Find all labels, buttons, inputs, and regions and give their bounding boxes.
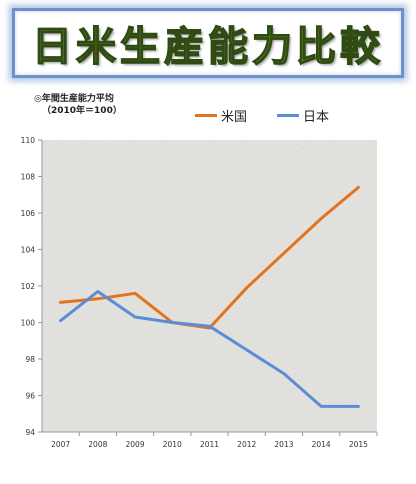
y-tick-label: 98: [25, 355, 35, 364]
x-tick-label: 2014: [312, 440, 331, 449]
data-point: [282, 372, 286, 375]
x-tick-label: 2011: [200, 440, 219, 449]
x-tick-label: 2009: [126, 440, 145, 449]
legend-label-us: 米国: [221, 110, 248, 125]
x-tick-label: 2015: [349, 440, 368, 449]
chart-subtitle: ◎年間生産能力平均 （2010年＝100）: [34, 93, 122, 117]
legend-item-us: 米国: [195, 106, 247, 125]
title-banner: 日米生産能力比較: [12, 8, 404, 78]
y-tick-label: 104: [21, 246, 36, 255]
legend-swatch-us: [195, 114, 217, 117]
x-tick-label: 2013: [274, 440, 293, 449]
y-tick-label: 110: [21, 136, 36, 145]
data-point: [171, 321, 174, 324]
legend-label-japan: 日本: [303, 110, 330, 125]
subtitle-line-1: ◎年間生産能力平均: [34, 94, 114, 104]
y-tick-label: 96: [25, 392, 35, 401]
data-point: [245, 286, 248, 290]
data-point: [319, 217, 323, 220]
x-tick-label: 2008: [88, 440, 107, 449]
data-point: [357, 405, 360, 408]
x-tick-label: 2012: [237, 440, 256, 449]
data-point: [133, 292, 137, 295]
data-point: [282, 251, 286, 255]
x-tick-label: 2007: [51, 440, 70, 449]
data-point: [319, 405, 323, 408]
y-tick-label: 102: [21, 282, 36, 291]
data-point: [133, 315, 137, 319]
chart-title: 日米生産能力比較: [31, 23, 384, 71]
legend-item-japan: 日本: [277, 106, 329, 125]
y-tick-label: 94: [25, 428, 35, 437]
data-point: [208, 324, 211, 328]
legend-swatch-japan: [277, 114, 300, 117]
data-point: [59, 319, 62, 322]
data-point: [245, 348, 248, 352]
chart-legend: 米国 日本: [195, 106, 329, 125]
data-point: [96, 290, 100, 293]
subtitle-line-2: （2010年＝100）: [42, 106, 122, 116]
data-point: [96, 297, 100, 300]
data-point: [59, 301, 62, 304]
y-tick-label: 100: [21, 319, 36, 328]
y-tick-label: 108: [21, 173, 36, 182]
data-point: [357, 186, 360, 189]
y-tick-label: 106: [21, 209, 36, 218]
x-tick-label: 2010: [163, 440, 182, 449]
plot-texture: [42, 140, 377, 432]
